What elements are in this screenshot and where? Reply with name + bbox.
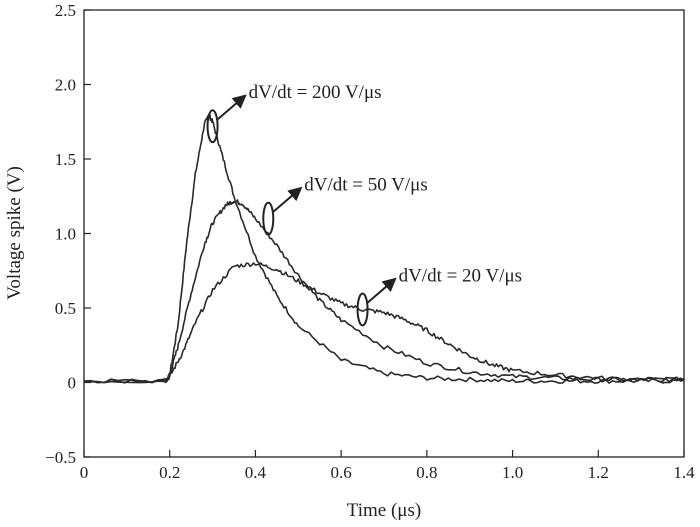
x-tick-label: 0.4 [245, 463, 267, 482]
x-tick-label: 0.2 [159, 463, 180, 482]
annotation-label: dV/dt = 20 V/μs [399, 265, 522, 286]
x-axis: 0 0.2 0.4 0.6 0.8 1.0 1.2 1.4 [80, 450, 695, 482]
annotation-label: dV/dt = 50 V/μs [304, 175, 427, 196]
y-tick-label: 1.5 [55, 150, 76, 169]
x-tick-label: 0.6 [331, 463, 352, 482]
series-line-2 [83, 262, 685, 384]
y-tick-label: 0 [68, 374, 77, 393]
annotation-ellipse [356, 292, 369, 327]
x-tick-label: 0 [80, 463, 89, 482]
x-tick-label: 1.2 [588, 463, 609, 482]
annotation-ellipse [206, 109, 219, 144]
series-layer [83, 113, 685, 384]
annotations: dV/dt = 200 V/μs dV/dt = 50 V/μs dV/dt = 2… [206, 82, 522, 327]
annotation-arrow [271, 186, 303, 214]
series-line-1 [83, 199, 685, 384]
series-line-0 [83, 113, 685, 384]
annotation-arrow [365, 277, 397, 305]
x-axis-title: Time (μs) [347, 500, 421, 521]
y-tick-label: 0.5 [55, 299, 76, 318]
plot-frame [83, 9, 685, 458]
x-tick-label: 0.8 [416, 463, 437, 482]
y-tick-label: 2.0 [55, 76, 76, 95]
x-tick-label: 1.0 [502, 463, 523, 482]
x-tick-label: 1.4 [673, 463, 695, 482]
y-tick-label: 1.0 [55, 225, 76, 244]
y-axis: −0.5 0 0.5 1.0 1.5 2.0 2.5 [45, 1, 91, 467]
annotation-arrow [215, 94, 247, 121]
annotation-ellipse [262, 201, 275, 236]
y-axis-title: Voltage spike (V) [4, 166, 25, 300]
annotation-label: dV/dt = 200 V/μs [249, 82, 382, 103]
y-tick-label: 2.5 [55, 1, 76, 20]
y-tick-label: −0.5 [45, 448, 76, 467]
